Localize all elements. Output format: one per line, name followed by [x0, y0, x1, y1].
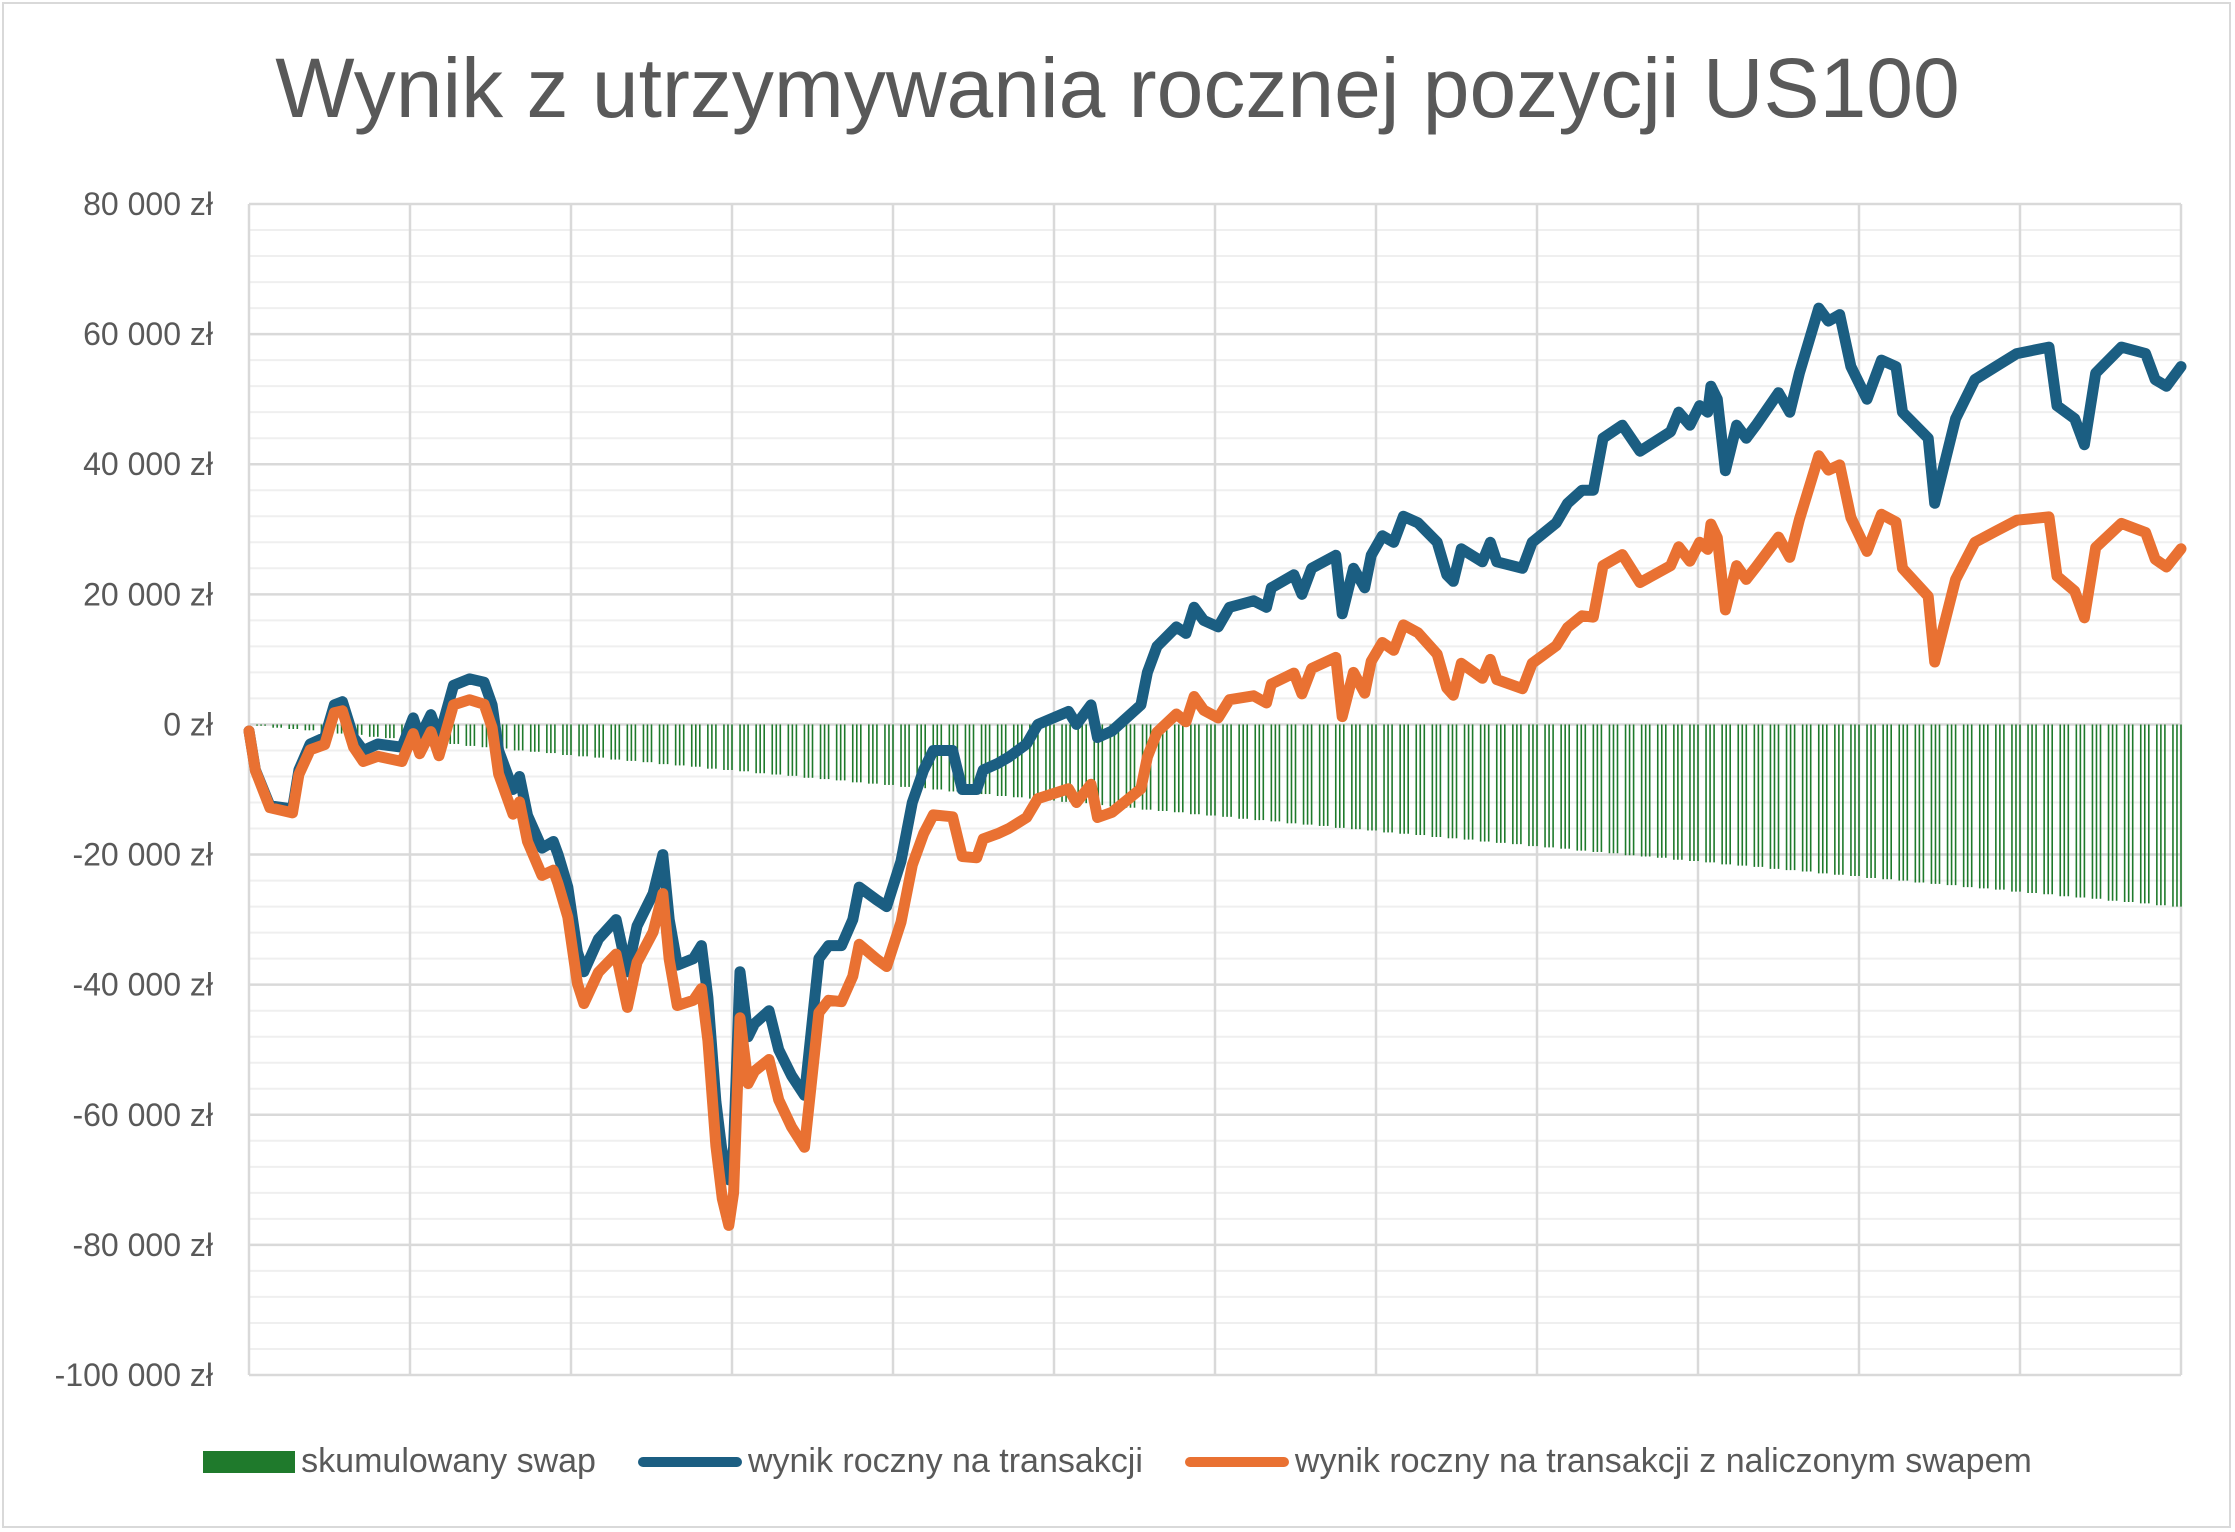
y-tick-label: 20 000 zł: [83, 576, 213, 612]
y-tick-label: -20 000 zł: [72, 837, 213, 873]
legend-swatch-result-with-swap: [1184, 1456, 1289, 1467]
y-tick-label: -40 000 zł: [72, 967, 213, 1003]
legend: skumulowany swap wynik roczny na transak…: [0, 1442, 2235, 1481]
legend-label-result-with-swap: wynik roczny na transakcji z naliczonym …: [1294, 1442, 2032, 1480]
y-tick-label: -100 000 zł: [55, 1357, 213, 1393]
chart-title: Wynik z utrzymywania rocznej pozycji US1…: [275, 41, 1960, 135]
series-line-result: [243, 302, 2187, 1186]
y-tick-label: 40 000 zł: [83, 446, 213, 482]
series-line-result-with-swap: [243, 450, 2187, 1231]
legend-label-result: wynik roczny na transakcji: [747, 1442, 1143, 1480]
y-tick-label: -80 000 zł: [72, 1227, 213, 1263]
y-tick-label: 0 zł: [163, 706, 213, 742]
y-tick-label: -60 000 zł: [72, 1097, 213, 1133]
legend-swatch-swap: [203, 1450, 296, 1473]
legend-item-result: wynik roczny na transakcji: [637, 1442, 1143, 1481]
y-tick-label: 80 000 zł: [83, 186, 213, 222]
y-tick-label: 60 000 zł: [83, 316, 213, 352]
legend-item-result-with-swap: wynik roczny na transakcji z naliczonym …: [1184, 1442, 2032, 1481]
legend-label-swap: skumulowany swap: [301, 1442, 596, 1480]
legend-swatch-result: [637, 1456, 742, 1467]
legend-item-swap: skumulowany swap: [203, 1442, 596, 1481]
